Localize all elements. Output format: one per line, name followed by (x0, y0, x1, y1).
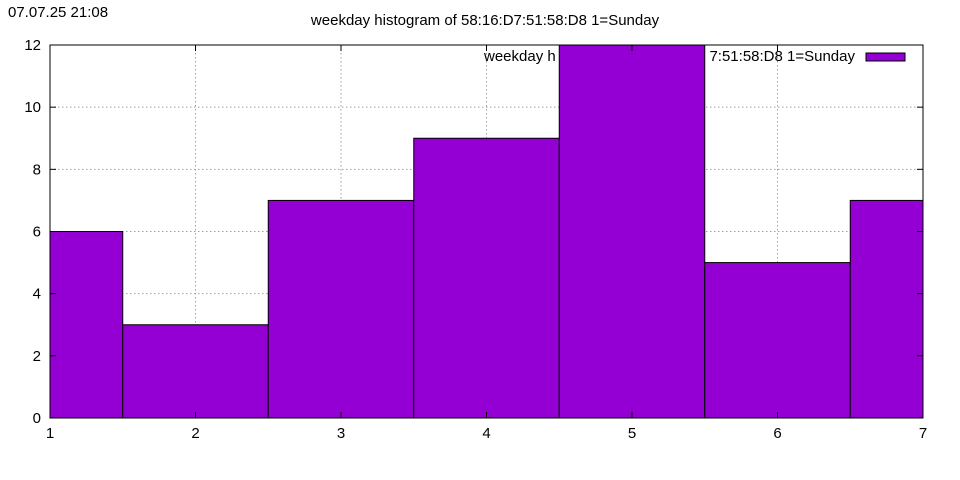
bar-weekday-1 (49, 231, 124, 419)
bar-weekday-5 (558, 44, 706, 419)
y-tick-label: 2 (33, 348, 41, 365)
y-tick-label: 8 (33, 161, 41, 178)
chart-title: weekday histogram of 58:16:D7:51:58:D8 1… (310, 12, 660, 29)
x-tick-label: 3 (337, 425, 345, 442)
x-tick-label: 7 (919, 425, 927, 442)
bar-weekday-2 (122, 324, 269, 419)
y-tick-label: 6 (33, 224, 41, 241)
x-tick-label: 6 (773, 425, 781, 442)
x-tick-label: 4 (482, 425, 490, 442)
bars (49, 44, 924, 419)
bar-weekday-3 (267, 199, 415, 419)
legend-label-tail: 7:51:58:D8 1=Sunday (709, 48, 855, 65)
y-tick-label: 10 (24, 99, 41, 116)
y-tick-label: 12 (24, 37, 41, 54)
legend: weekday h 7:51:58:D8 1=Sunday (483, 48, 906, 65)
y-tick-label: 0 (33, 410, 41, 427)
y-tick-label: 4 (33, 286, 41, 303)
x-tick-label: 1 (46, 425, 54, 442)
legend-swatch (865, 52, 906, 62)
x-tick-label: 2 (191, 425, 199, 442)
x-tick-label: 5 (628, 425, 636, 442)
bar-weekday-7 (849, 199, 924, 419)
timestamp: 07.07.25 21:08 (8, 4, 109, 21)
legend-label: weekday h (483, 48, 556, 65)
bar-weekday-4 (413, 137, 560, 419)
bar-weekday-6 (704, 262, 851, 419)
